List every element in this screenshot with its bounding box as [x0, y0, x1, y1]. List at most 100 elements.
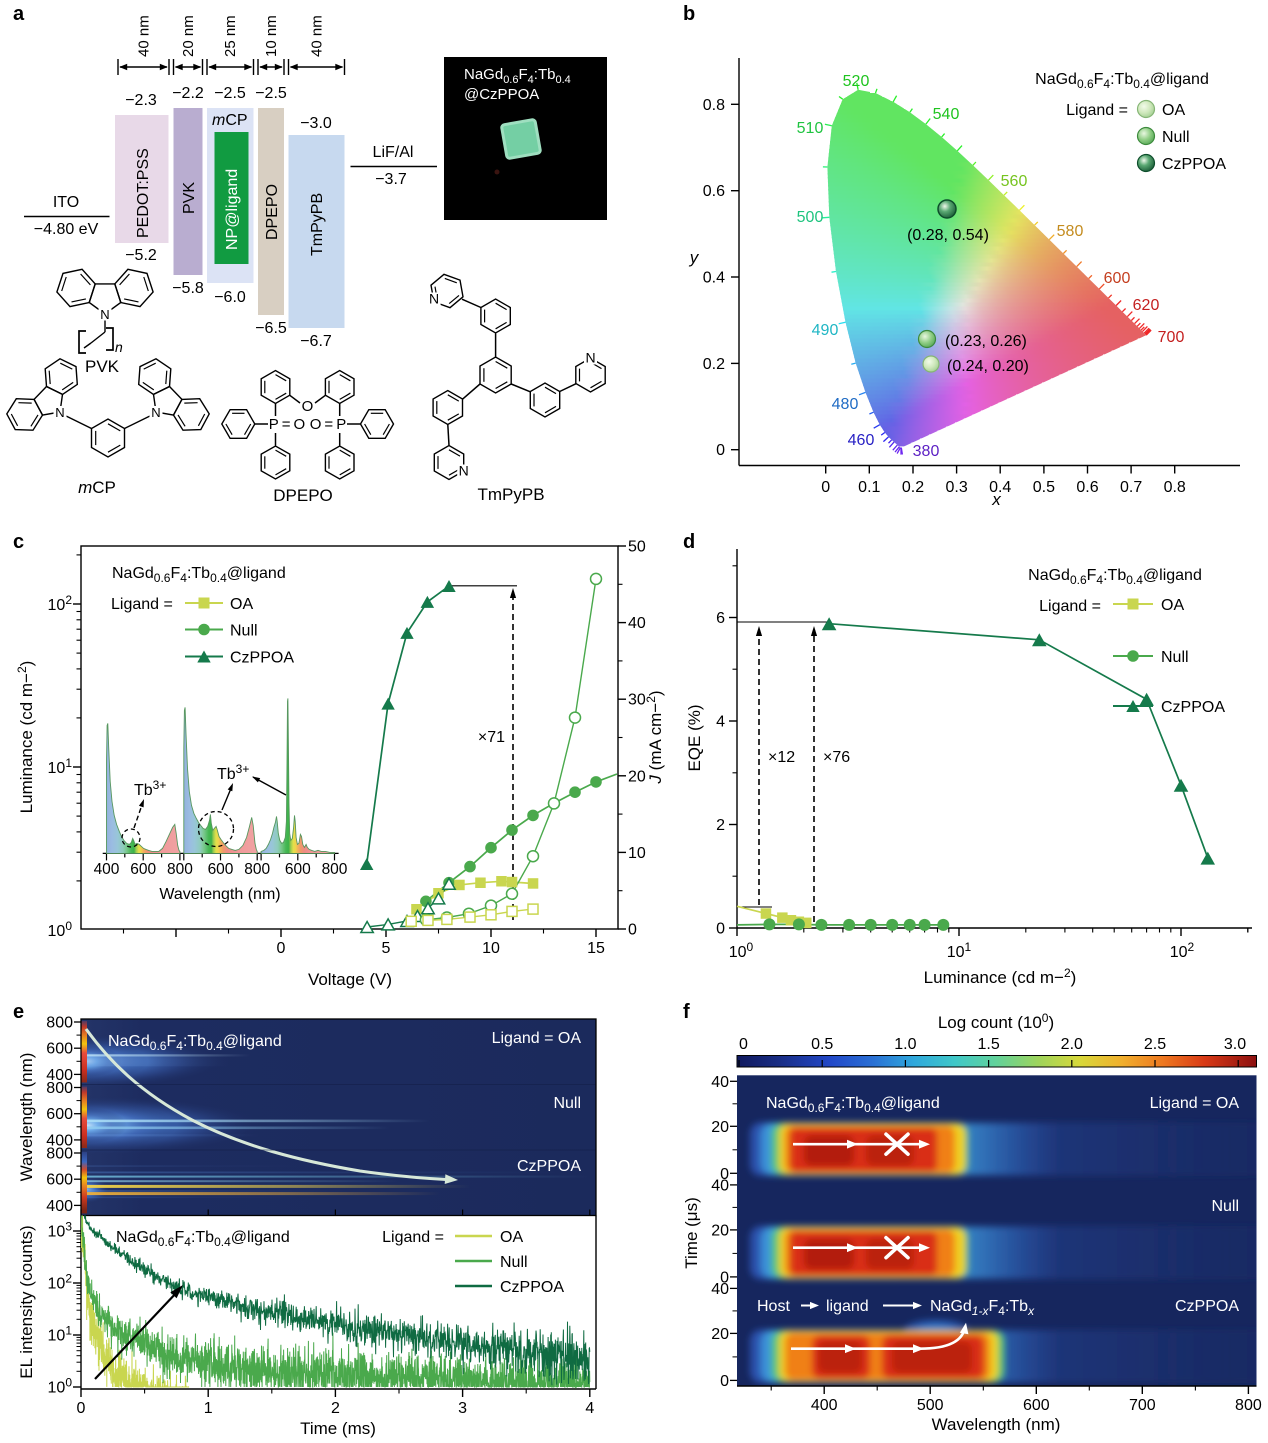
svg-text:b: b [683, 3, 695, 25]
svg-text:0.3: 0.3 [945, 479, 967, 496]
svg-text:400: 400 [811, 1397, 838, 1414]
svg-text:−2.5: −2.5 [214, 85, 246, 102]
svg-text:600: 600 [130, 861, 156, 878]
svg-text:380: 380 [913, 443, 940, 460]
svg-text:Time (μs): Time (μs) [682, 1197, 701, 1269]
svg-text:0.7: 0.7 [1120, 479, 1142, 496]
svg-text:PVK: PVK [181, 182, 198, 214]
svg-text:510: 510 [797, 120, 824, 137]
svg-text:0.8: 0.8 [703, 97, 725, 114]
svg-text:800: 800 [1235, 1397, 1262, 1414]
svg-text:O = P: O = P [310, 416, 346, 433]
svg-text:600: 600 [208, 861, 234, 878]
svg-text:20: 20 [628, 768, 646, 785]
svg-text:800: 800 [46, 1080, 73, 1097]
svg-text:0: 0 [77, 1400, 86, 1417]
svg-text:Wavelength (nm): Wavelength (nm) [932, 1415, 1061, 1434]
svg-text:20: 20 [711, 1326, 729, 1343]
svg-text:−3.0: −3.0 [300, 115, 332, 132]
svg-text:OA: OA [1161, 597, 1184, 614]
svg-text:6: 6 [716, 610, 725, 627]
svg-text:×76: ×76 [823, 749, 850, 766]
svg-text:×12: ×12 [768, 749, 795, 766]
svg-text:0: 0 [628, 922, 637, 939]
svg-text:×71: ×71 [478, 729, 505, 746]
svg-text:TmPyPB: TmPyPB [309, 193, 326, 256]
svg-text:DPEPO: DPEPO [273, 486, 333, 505]
svg-text:N: N [459, 463, 469, 479]
svg-text:CzPPOA: CzPPOA [517, 1158, 581, 1175]
svg-text:0: 0 [277, 940, 286, 957]
svg-text:400: 400 [94, 861, 120, 878]
svg-text:NP@ligand: NP@ligand [224, 169, 241, 250]
svg-text:CzPPOA: CzPPOA [500, 1279, 564, 1296]
svg-text:0.5: 0.5 [811, 1036, 833, 1053]
svg-text:3.0: 3.0 [1224, 1036, 1246, 1053]
svg-text:ligand: ligand [826, 1298, 869, 1315]
svg-text:520: 520 [843, 73, 870, 90]
svg-text:620: 620 [1133, 297, 1160, 314]
svg-text:f: f [683, 1001, 690, 1023]
svg-text:0.6: 0.6 [703, 183, 725, 200]
svg-text:700: 700 [1158, 329, 1185, 346]
svg-text:2: 2 [331, 1400, 340, 1417]
svg-text:(0.23, 0.26): (0.23, 0.26) [945, 333, 1027, 350]
svg-text:Null: Null [230, 623, 258, 640]
svg-text:50: 50 [628, 539, 646, 556]
svg-text:−6.5: −6.5 [255, 320, 287, 337]
svg-text:0.8: 0.8 [1164, 479, 1186, 496]
svg-text:CzPPOA: CzPPOA [1162, 156, 1226, 173]
svg-text:560: 560 [1001, 173, 1028, 190]
svg-text:@CzPPOA: @CzPPOA [464, 86, 539, 103]
svg-text:Ligand = OA: Ligand = OA [1150, 1095, 1240, 1112]
svg-text:−6.0: −6.0 [214, 289, 246, 306]
svg-text:P = O: P = O [269, 416, 305, 433]
svg-text:10 nm: 10 nm [263, 15, 280, 57]
svg-text:Luminance (cd m−2​): Luminance (cd m−2​) [924, 966, 1077, 987]
svg-text:Ligand =: Ligand = [1066, 102, 1128, 119]
svg-text:25 nm: 25 nm [222, 15, 239, 57]
svg-text:PVK: PVK [85, 357, 120, 376]
svg-text:mCP: mCP [212, 112, 248, 129]
svg-text:CzPPOA: CzPPOA [1161, 699, 1225, 716]
svg-text:Null: Null [1162, 129, 1190, 146]
svg-text:−4.80 eV: −4.80 eV [34, 221, 99, 238]
svg-text:2: 2 [716, 817, 725, 834]
svg-text:10: 10 [628, 845, 646, 862]
svg-text:Luminance (cd m−2​): Luminance (cd m−2​) [15, 661, 36, 814]
svg-text:(0.28, 0.54): (0.28, 0.54) [907, 227, 989, 244]
svg-text:40: 40 [711, 1177, 729, 1194]
svg-text:EL intensity (counts): EL intensity (counts) [17, 1225, 36, 1378]
svg-text:0: 0 [739, 1036, 748, 1053]
svg-text:540: 540 [933, 106, 960, 123]
svg-text:400: 400 [46, 1198, 73, 1215]
svg-text:−5.8: −5.8 [172, 280, 204, 297]
svg-text:CzPPOA: CzPPOA [1175, 1298, 1239, 1315]
svg-text:4: 4 [585, 1400, 594, 1417]
svg-text:Voltage (V): Voltage (V) [308, 970, 392, 989]
svg-text:Null: Null [553, 1095, 581, 1112]
svg-text:−2.5: −2.5 [255, 85, 287, 102]
svg-text:0.5: 0.5 [1033, 479, 1055, 496]
svg-text:y: y [689, 248, 700, 267]
svg-text:−6.7: −6.7 [300, 333, 332, 350]
svg-text:Wavelength (nm): Wavelength (nm) [159, 886, 280, 903]
svg-text:3: 3 [458, 1400, 467, 1417]
svg-text:20 nm: 20 nm [180, 15, 197, 57]
svg-text:Ligand =: Ligand = [1039, 598, 1101, 615]
svg-text:490: 490 [812, 322, 839, 339]
svg-text:460: 460 [848, 432, 875, 449]
svg-text:(0.24, 0.20): (0.24, 0.20) [947, 358, 1029, 375]
svg-text:40: 40 [628, 615, 646, 632]
svg-text:800: 800 [244, 861, 270, 878]
svg-text:J (mA cm−2​): J (mA cm−2​) [644, 690, 665, 784]
svg-text:0.6: 0.6 [1076, 479, 1098, 496]
svg-text:0.1: 0.1 [858, 479, 880, 496]
svg-text:800: 800 [46, 1146, 73, 1163]
svg-text:700: 700 [1129, 1397, 1156, 1414]
svg-text:20: 20 [711, 1222, 729, 1239]
svg-text:Log count (100​): Log count (100​) [938, 1011, 1054, 1032]
svg-text:40 nm: 40 nm [136, 15, 153, 57]
svg-text:40: 40 [711, 1281, 729, 1298]
svg-text:4: 4 [716, 714, 725, 731]
